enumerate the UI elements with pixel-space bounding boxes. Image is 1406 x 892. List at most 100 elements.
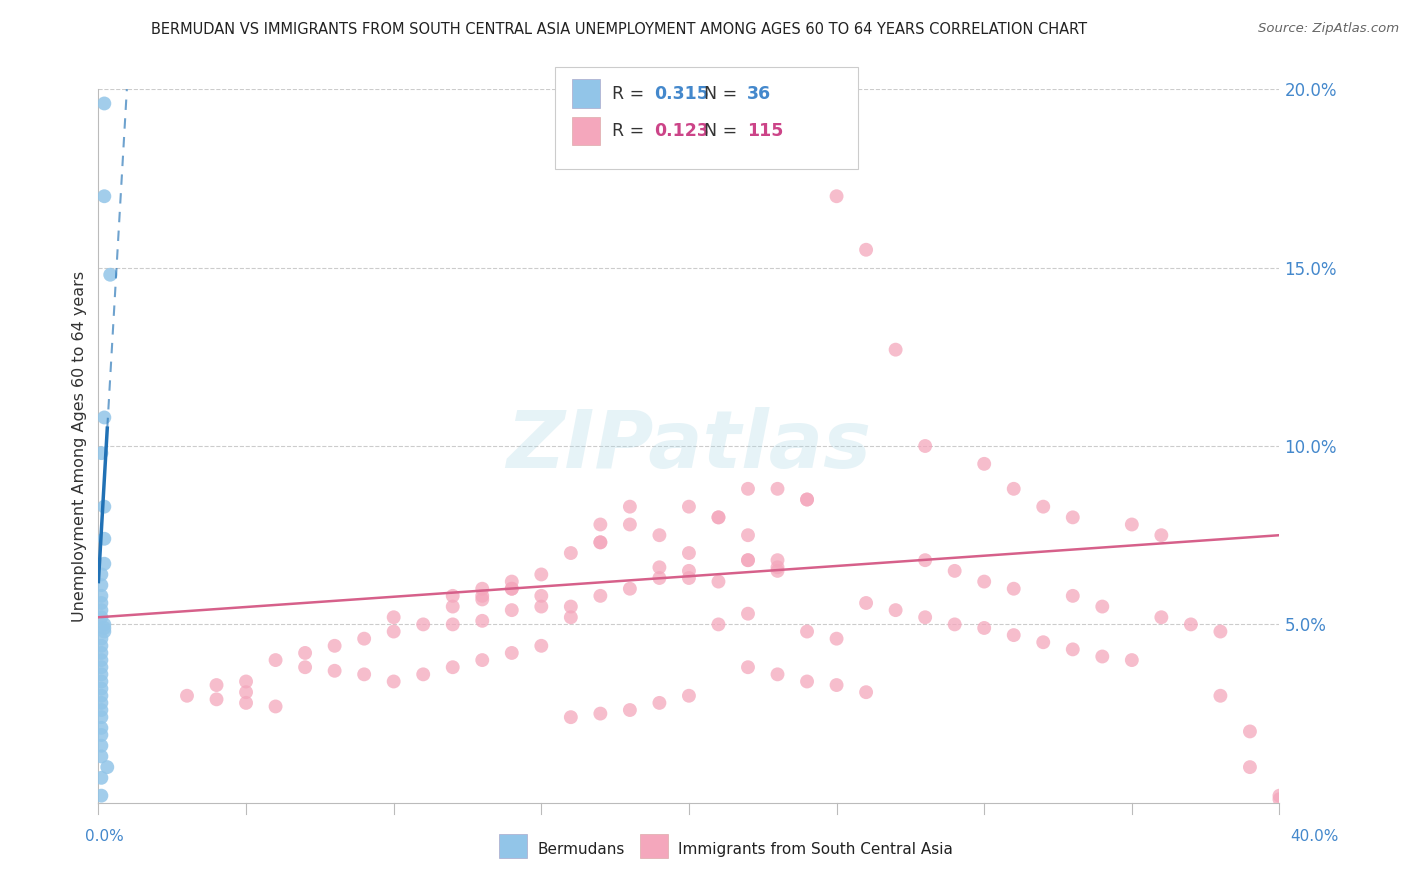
Point xyxy=(589,706,612,721)
Point xyxy=(93,617,115,632)
Point xyxy=(737,482,759,496)
Y-axis label: Unemployment Among Ages 60 to 64 years: Unemployment Among Ages 60 to 64 years xyxy=(72,270,87,622)
Point xyxy=(353,632,375,646)
Point xyxy=(90,596,112,610)
Point xyxy=(98,268,121,282)
Point xyxy=(855,596,877,610)
Point xyxy=(90,703,112,717)
Point xyxy=(1091,599,1114,614)
Point xyxy=(914,610,936,624)
Point xyxy=(707,574,730,589)
Point xyxy=(1268,789,1291,803)
Point xyxy=(678,546,700,560)
Point xyxy=(1062,642,1084,657)
Point xyxy=(441,599,464,614)
Text: 0.315: 0.315 xyxy=(654,85,709,103)
Point xyxy=(1032,635,1054,649)
Point xyxy=(589,517,612,532)
Point xyxy=(501,646,523,660)
Point xyxy=(235,674,257,689)
Point xyxy=(353,667,375,681)
Point xyxy=(1150,528,1173,542)
Point xyxy=(471,582,494,596)
Point xyxy=(294,646,316,660)
Point xyxy=(412,617,434,632)
Point xyxy=(501,603,523,617)
Point xyxy=(619,500,641,514)
Point xyxy=(93,621,115,635)
Point xyxy=(93,189,115,203)
Point xyxy=(412,667,434,681)
Point xyxy=(1002,482,1025,496)
Point xyxy=(973,621,995,635)
Point xyxy=(560,546,582,560)
Point xyxy=(943,564,966,578)
Point xyxy=(589,535,612,549)
Point xyxy=(796,492,818,507)
Text: N =: N = xyxy=(704,85,744,103)
Point xyxy=(90,696,112,710)
Point xyxy=(90,589,112,603)
Point xyxy=(1062,510,1084,524)
Point xyxy=(501,582,523,596)
Point xyxy=(1091,649,1114,664)
Point xyxy=(678,500,700,514)
Point xyxy=(766,564,789,578)
Point xyxy=(766,553,789,567)
Text: N =: N = xyxy=(704,122,744,140)
Text: 36: 36 xyxy=(747,85,770,103)
Point xyxy=(737,553,759,567)
Point xyxy=(90,646,112,660)
Point xyxy=(855,685,877,699)
Point xyxy=(382,674,405,689)
Text: 0.123: 0.123 xyxy=(654,122,709,140)
Point xyxy=(382,610,405,624)
Point xyxy=(90,681,112,696)
Point xyxy=(766,667,789,681)
Point xyxy=(796,624,818,639)
Point xyxy=(1032,500,1054,514)
Point xyxy=(176,689,198,703)
Point xyxy=(264,699,287,714)
Point xyxy=(1268,792,1291,806)
Point xyxy=(1209,689,1232,703)
Point xyxy=(323,639,346,653)
Point xyxy=(264,653,287,667)
Point xyxy=(855,243,877,257)
Point xyxy=(471,614,494,628)
Text: BERMUDAN VS IMMIGRANTS FROM SOUTH CENTRAL ASIA UNEMPLOYMENT AMONG AGES 60 TO 64 : BERMUDAN VS IMMIGRANTS FROM SOUTH CENTRA… xyxy=(150,22,1087,37)
Point xyxy=(648,696,671,710)
Text: Bermudans: Bermudans xyxy=(537,842,624,856)
Point xyxy=(90,749,112,764)
Point xyxy=(1150,610,1173,624)
Text: 0.0%: 0.0% xyxy=(84,830,124,844)
Point xyxy=(530,589,553,603)
Point xyxy=(1062,589,1084,603)
Text: Source: ZipAtlas.com: Source: ZipAtlas.com xyxy=(1258,22,1399,36)
Point xyxy=(678,571,700,585)
Point xyxy=(90,710,112,724)
Point xyxy=(737,528,759,542)
Point xyxy=(678,564,700,578)
Point xyxy=(560,599,582,614)
Point xyxy=(382,624,405,639)
Point xyxy=(589,589,612,603)
Point xyxy=(93,410,115,425)
Point xyxy=(796,674,818,689)
Point xyxy=(825,632,848,646)
Point xyxy=(619,582,641,596)
Point xyxy=(796,492,818,507)
Point xyxy=(884,343,907,357)
Text: Immigrants from South Central Asia: Immigrants from South Central Asia xyxy=(678,842,953,856)
Point xyxy=(501,582,523,596)
Point xyxy=(323,664,346,678)
Point xyxy=(530,567,553,582)
Point xyxy=(1002,582,1025,596)
Point xyxy=(1239,760,1261,774)
Point xyxy=(1121,517,1143,532)
Point xyxy=(235,696,257,710)
Point xyxy=(90,739,112,753)
Point xyxy=(90,660,112,674)
Point xyxy=(441,617,464,632)
Point xyxy=(825,678,848,692)
